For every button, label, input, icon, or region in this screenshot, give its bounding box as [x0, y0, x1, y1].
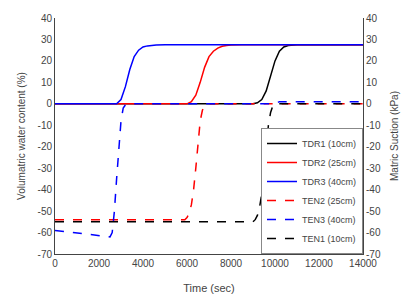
svg-text:6000: 6000: [176, 258, 199, 269]
svg-text:4000: 4000: [132, 258, 155, 269]
svg-text:0: 0: [46, 98, 52, 109]
svg-text:-50: -50: [366, 206, 381, 217]
svg-text:-50: -50: [38, 206, 53, 217]
svg-text:TEN3 (40cm): TEN3 (40cm): [302, 215, 356, 225]
svg-text:10: 10: [41, 77, 53, 88]
svg-text:-40: -40: [366, 184, 381, 195]
svg-text:2000: 2000: [88, 258, 111, 269]
svg-text:-60: -60: [38, 227, 53, 238]
svg-text:40: 40: [41, 13, 53, 24]
svg-text:-30: -30: [366, 163, 381, 174]
svg-text:-10: -10: [38, 120, 53, 131]
svg-text:-70: -70: [38, 249, 53, 260]
svg-text:TDR1 (10cm): TDR1 (10cm): [302, 139, 356, 149]
svg-text:Matric Suction (kPa): Matric Suction (kPa): [389, 91, 400, 181]
svg-text:20: 20: [41, 55, 53, 66]
svg-text:TEN1 (10cm): TEN1 (10cm): [302, 234, 356, 244]
svg-text:-20: -20: [366, 141, 381, 152]
svg-text:-70: -70: [366, 249, 381, 260]
svg-text:10: 10: [366, 77, 378, 88]
svg-text:TEN2 (25cm): TEN2 (25cm): [302, 196, 356, 206]
svg-text:-30: -30: [38, 163, 53, 174]
svg-text:30: 30: [366, 34, 378, 45]
svg-text:14000: 14000: [349, 258, 377, 269]
svg-text:10000: 10000: [261, 258, 289, 269]
svg-text:-60: -60: [366, 227, 381, 238]
svg-text:8000: 8000: [220, 258, 243, 269]
svg-text:12000: 12000: [305, 258, 333, 269]
svg-text:0: 0: [366, 98, 372, 109]
svg-text:Time (sec): Time (sec): [183, 282, 235, 294]
svg-text:TDR2 (25cm): TDR2 (25cm): [302, 158, 356, 168]
svg-text:-10: -10: [366, 120, 381, 131]
svg-text:-20: -20: [38, 141, 53, 152]
svg-text:TDR3 (40cm): TDR3 (40cm): [302, 177, 356, 187]
svg-text:20: 20: [366, 55, 378, 66]
svg-text:-40: -40: [38, 184, 53, 195]
svg-text:0: 0: [52, 258, 58, 269]
svg-text:30: 30: [41, 34, 53, 45]
svg-text:Volumatric water content (%): Volumatric water content (%): [16, 72, 27, 200]
svg-text:40: 40: [366, 13, 378, 24]
